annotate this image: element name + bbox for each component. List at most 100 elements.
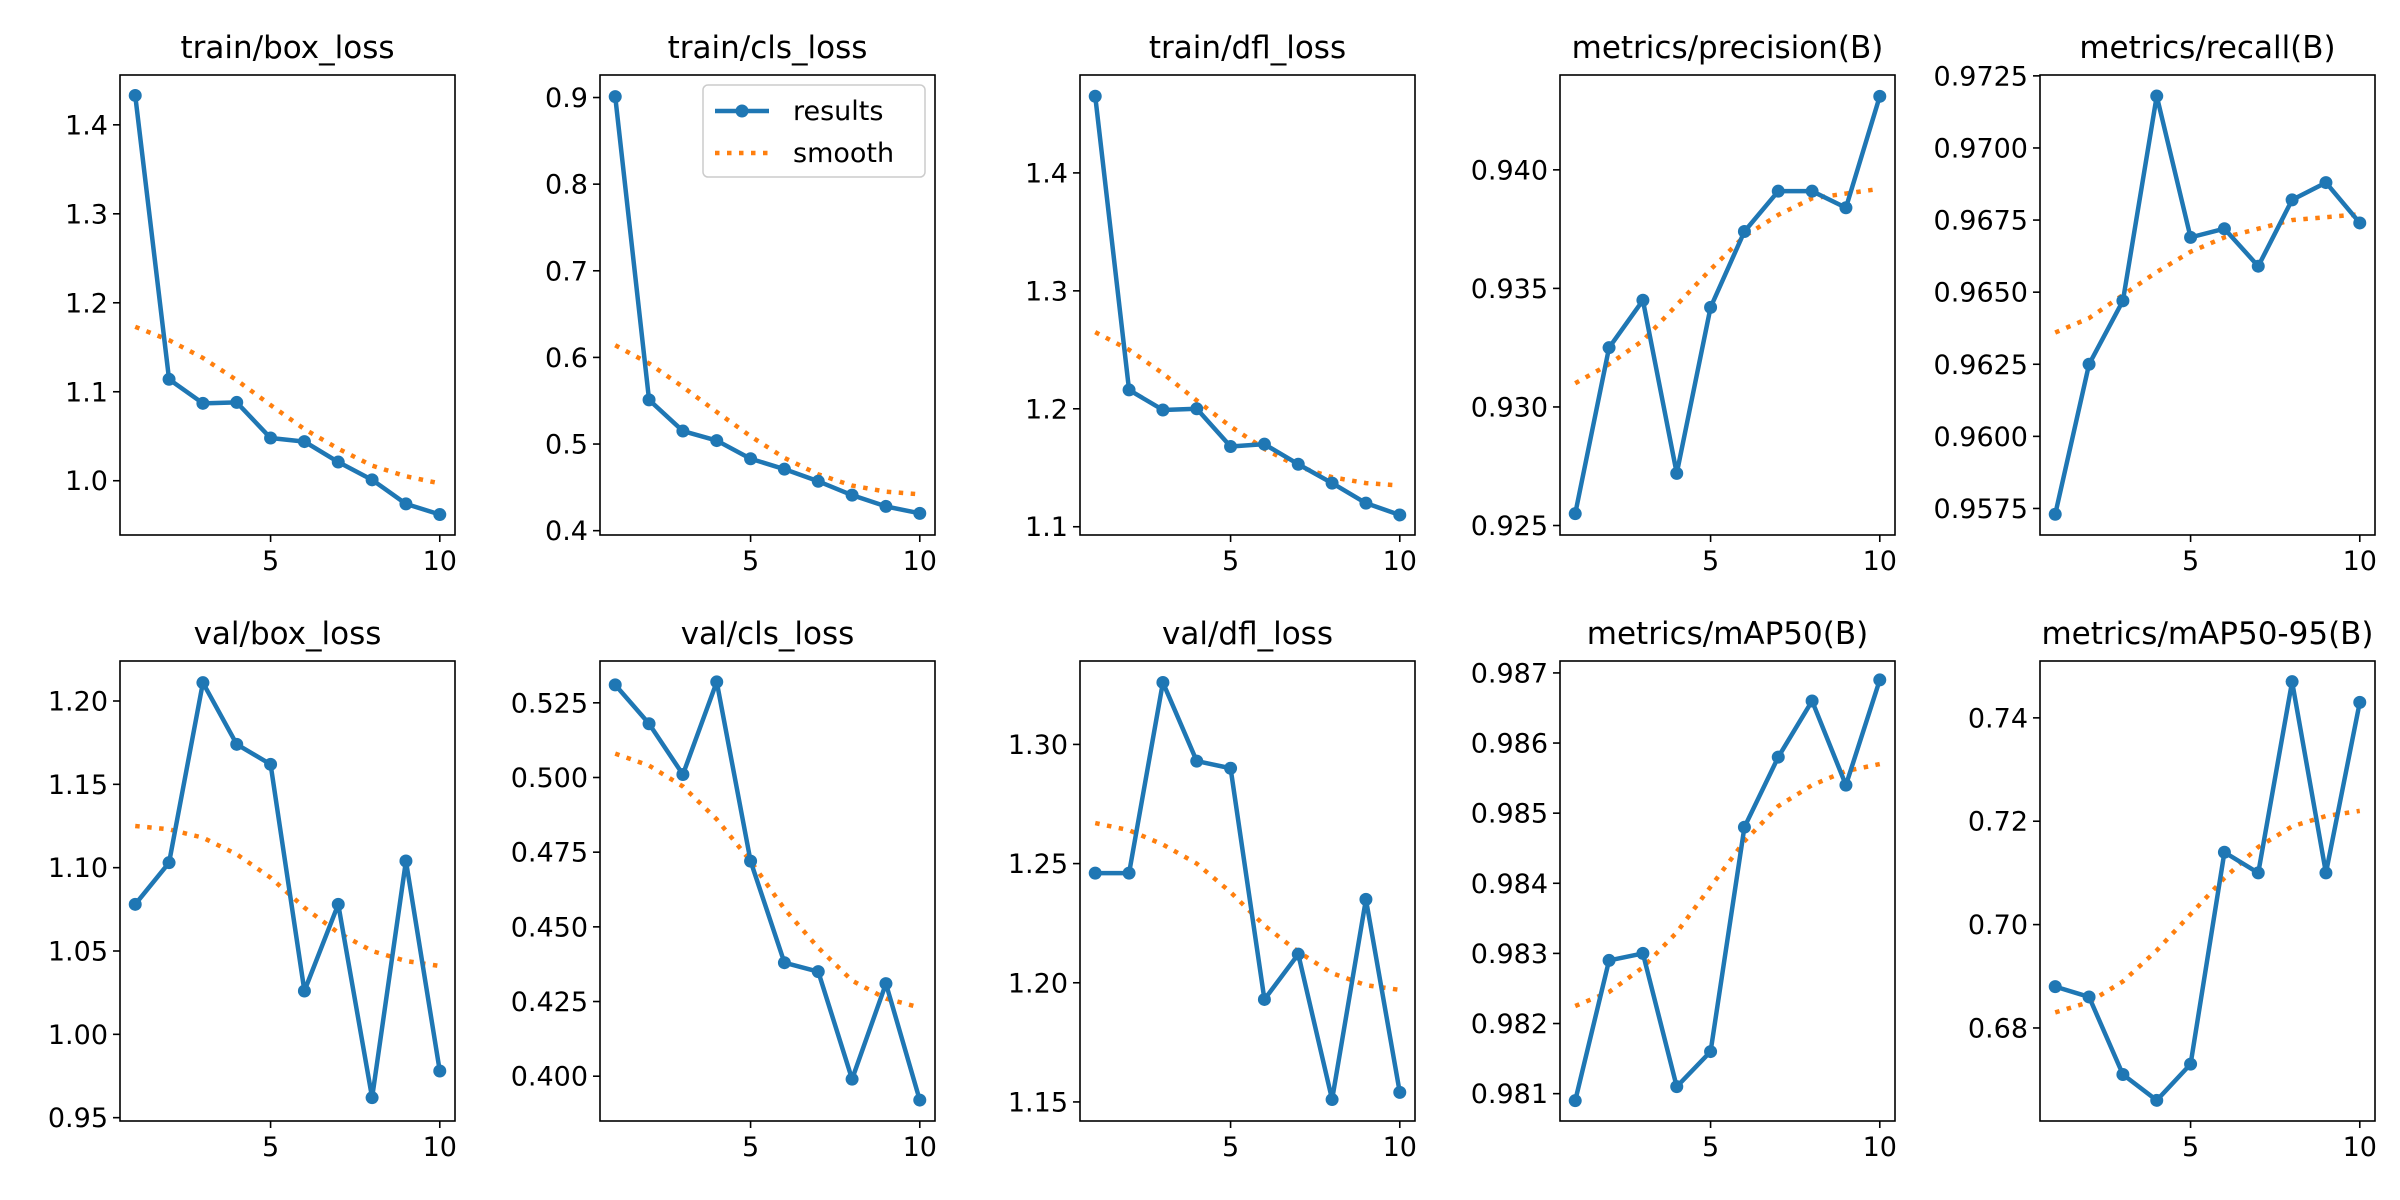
panel-title: train/cls_loss — [668, 30, 868, 66]
smooth-line — [614, 343, 920, 497]
results-line — [1573, 679, 1882, 1102]
y-tick-label: 0.984 — [1471, 869, 1548, 900]
y-tick-label: 0.450 — [511, 912, 588, 943]
y-tick-label: 1.2 — [1025, 394, 1068, 425]
panel-train-dfl-loss: train/dfl_loss 5 10 1.1 1.2 1.3 1.4 — [1025, 30, 1417, 577]
results-point — [1190, 754, 1204, 768]
y-tick-label: 1.00 — [48, 1020, 108, 1051]
results-point — [811, 474, 825, 488]
results-point — [230, 737, 244, 751]
results-point — [1088, 89, 1102, 103]
y-tick-label: 0.9625 — [1934, 350, 2028, 381]
results-point — [2251, 866, 2265, 880]
results-point — [2285, 193, 2299, 207]
results-point — [128, 88, 142, 102]
y-tick-label: 0.72 — [1968, 807, 2028, 838]
panel-title: val/cls_loss — [681, 616, 855, 652]
y-tick-label: 0.9675 — [1934, 206, 2028, 237]
y-tick-label: 1.2 — [65, 288, 108, 319]
results-point — [162, 372, 176, 386]
results-point — [196, 676, 210, 690]
legend-results-label: results — [793, 96, 883, 127]
plot-frame — [119, 660, 456, 1122]
results-point — [777, 956, 791, 970]
y-tick-label: 0.981 — [1471, 1079, 1548, 1110]
smooth-line — [1574, 186, 1881, 386]
results-point — [2285, 675, 2299, 689]
results-point — [1359, 496, 1373, 510]
results-point — [196, 396, 210, 410]
x-tick-label: 10 — [1863, 546, 1897, 577]
results-point — [1224, 761, 1238, 775]
y-tick-label: 0.985 — [1471, 799, 1548, 830]
results-point — [676, 768, 690, 782]
x-tick-label: 10 — [1863, 1132, 1897, 1163]
results-point — [1636, 946, 1650, 960]
results-line — [612, 96, 921, 516]
results-point — [1839, 778, 1853, 792]
results-point — [642, 717, 656, 731]
results-point — [845, 1072, 859, 1086]
results-point — [1224, 440, 1238, 454]
results-point — [264, 431, 278, 445]
results-point — [1602, 953, 1616, 967]
results-line — [1095, 680, 1402, 1102]
panel-title: metrics/mAP50-95(B) — [2041, 616, 2373, 652]
results-point — [1602, 341, 1616, 355]
results-point — [1805, 694, 1819, 708]
x-tick-label: 10 — [423, 546, 457, 577]
results-point — [913, 1093, 927, 1107]
x-tick-label: 5 — [742, 546, 759, 577]
results-point — [1670, 466, 1684, 480]
y-tick-label: 1.05 — [48, 937, 108, 968]
results-point — [1873, 673, 1887, 687]
results-point — [1737, 224, 1751, 238]
y-tick-label: 0.935 — [1471, 274, 1548, 305]
results-point — [2217, 222, 2231, 236]
panel-metrics-precision-b: metrics/precision(B) 5 10 0.925 0.930 0.935 0.… — [1471, 30, 1897, 577]
results-point — [1393, 1085, 1407, 1099]
results-point — [399, 497, 413, 511]
x-tick-label: 5 — [2182, 546, 2199, 577]
results-point — [1393, 508, 1407, 522]
y-tick-label: 1.1 — [65, 377, 108, 408]
y-tick-label: 0.940 — [1471, 155, 1548, 186]
results-point — [1122, 866, 1136, 880]
y-tick-label: 0.930 — [1471, 392, 1548, 423]
results-point — [710, 434, 724, 448]
results-point — [1670, 1080, 1684, 1094]
y-tick-label: 0.9600 — [1934, 422, 2028, 453]
results-point — [2353, 216, 2367, 230]
panel-train-box-loss: train/box_loss 5 10 1.0 1.1 1.2 1.3 1.4 — [65, 30, 457, 577]
results-point — [1568, 1094, 1582, 1108]
results-point — [1325, 476, 1339, 490]
results-point — [1190, 402, 1204, 416]
legend-results-marker — [735, 104, 749, 118]
results-point — [399, 854, 413, 868]
results-point — [2116, 294, 2130, 308]
panel-metrics-map50-b: metrics/mAP50(B) 5 10 0.981 0.982 0.983 0.984 0… — [1471, 616, 1897, 1163]
x-tick-label: 10 — [903, 1132, 937, 1163]
smooth-line — [1574, 761, 1881, 1009]
results-point — [879, 499, 893, 513]
plot-frame — [599, 660, 936, 1122]
results-point — [1771, 750, 1785, 764]
plot-frame — [1079, 74, 1416, 536]
x-tick-label: 5 — [262, 1132, 279, 1163]
y-tick-label: 0.9700 — [1934, 133, 2028, 164]
plot-frame — [119, 74, 456, 536]
results-point — [1088, 866, 1102, 880]
panel-title: metrics/precision(B) — [1572, 30, 1884, 66]
legend-smooth-label: smooth — [793, 138, 894, 169]
y-tick-label: 0.525 — [511, 688, 588, 719]
plot-frame — [1559, 74, 1896, 536]
results-line — [613, 679, 922, 1101]
results-point — [744, 452, 758, 466]
x-tick-label: 10 — [2343, 1132, 2377, 1163]
smooth-line — [1094, 820, 1401, 993]
x-tick-label: 10 — [423, 1132, 457, 1163]
y-tick-label: 0.5 — [545, 430, 588, 461]
panel-val-cls-loss: val/cls_loss 5 10 0.400 0.425 0.450 0.475 0.500… — [511, 616, 937, 1163]
x-tick-label: 10 — [903, 546, 937, 577]
y-tick-label: 0.4 — [545, 516, 588, 547]
